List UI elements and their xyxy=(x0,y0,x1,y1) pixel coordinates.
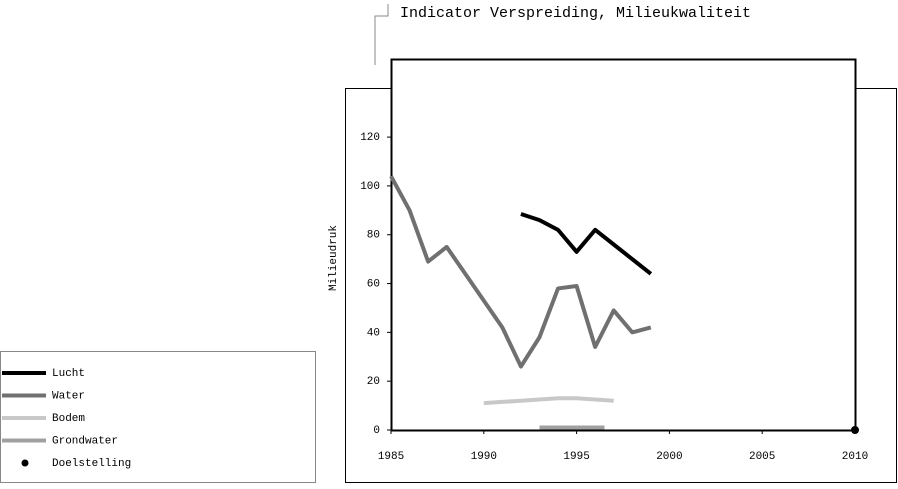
target-point xyxy=(851,426,859,434)
x-tick-label: 2000 xyxy=(656,451,682,463)
x-tick-label: 1990 xyxy=(471,451,497,463)
x-tick-label: 1985 xyxy=(378,451,404,463)
y-tick-label: 0 xyxy=(373,425,380,437)
legend xyxy=(0,351,316,483)
legend-label: Lucht xyxy=(52,368,85,380)
x-tick-label: 2010 xyxy=(842,451,868,463)
title-bracket xyxy=(374,4,389,65)
legend-label: Grondwater xyxy=(52,435,118,447)
legend-label: Doelstelling xyxy=(52,458,131,470)
plot-frame xyxy=(390,58,857,432)
series-line xyxy=(483,396,614,406)
y-tick-label: 40 xyxy=(367,327,380,339)
x-tick-label: 1995 xyxy=(563,451,589,463)
legend-marker xyxy=(21,459,29,467)
series-line xyxy=(389,175,652,369)
y-tick-label: 80 xyxy=(367,230,380,242)
y-axis-label: Milieudruk xyxy=(328,225,340,291)
y-tick-label: 20 xyxy=(367,376,380,388)
y-tick-label: 60 xyxy=(367,278,380,290)
legend-label: Bodem xyxy=(52,413,85,425)
series-line xyxy=(520,212,653,276)
x-tick-label: 2005 xyxy=(749,451,775,463)
legend-label: Water xyxy=(52,390,85,402)
y-tick-label: 100 xyxy=(360,181,380,193)
y-tick-label: 120 xyxy=(360,132,380,144)
chart-title: Indicator Verspreiding, Milieukwaliteit xyxy=(400,5,751,22)
